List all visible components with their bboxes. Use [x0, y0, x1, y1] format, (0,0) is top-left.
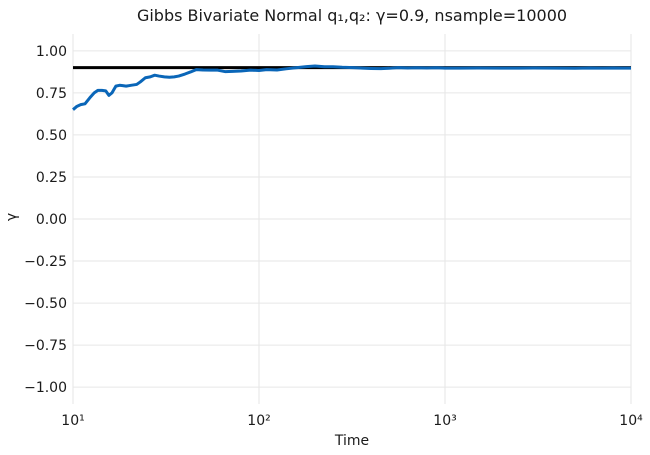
x-axis-label: Time — [334, 433, 369, 449]
x-tick-labels: 10¹ 10² 10³ 10⁴ — [61, 413, 643, 429]
y-tick-label: −1.00 — [24, 380, 67, 396]
grid — [72, 34, 632, 404]
series-layer — [72, 64, 631, 111]
y-axis-label: γ — [4, 213, 20, 221]
y-tick-labels: 1.00 0.75 0.50 0.25 0.00 −0.25 −0.50 −0.75 −1.00 — [24, 44, 67, 396]
y-tick-label: −0.25 — [24, 254, 67, 270]
y-tick-label: 0.25 — [36, 170, 67, 186]
y-tick-label: −0.75 — [24, 338, 67, 354]
x-tick-label: 10⁴ — [619, 413, 643, 429]
y-tick-label: −0.50 — [24, 296, 67, 312]
x-tick-label: 10² — [247, 413, 270, 429]
x-tick-label: 10³ — [433, 413, 456, 429]
chart-title: Gibbs Bivariate Normal q₁,q₂: γ=0.9, nsa… — [137, 6, 567, 25]
x-tick-label: 10¹ — [61, 413, 84, 429]
y-tick-label: 0.50 — [36, 128, 67, 144]
estimate-series-line — [72, 64, 631, 111]
y-tick-label: 0.75 — [36, 86, 67, 102]
y-tick-label: 0.00 — [36, 212, 67, 228]
y-tick-label: 1.00 — [36, 44, 67, 60]
